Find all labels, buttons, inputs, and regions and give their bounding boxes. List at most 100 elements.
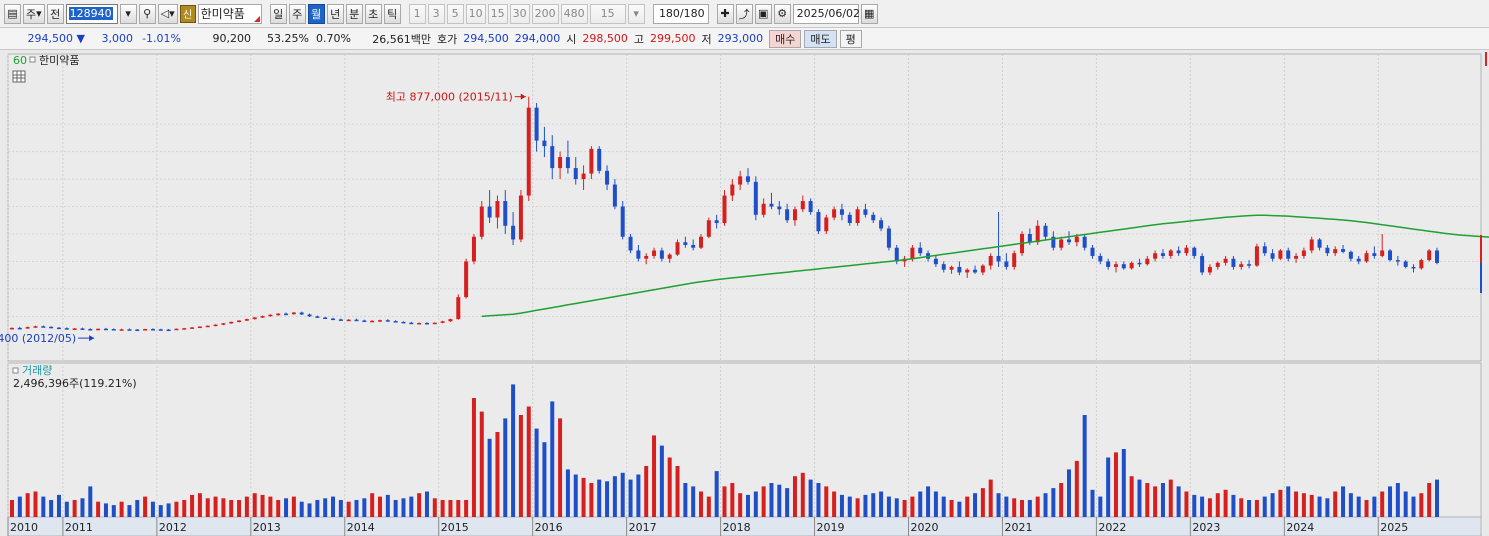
candle-body <box>338 319 343 321</box>
volume-bar <box>362 498 367 517</box>
speaker-icon[interactable]: ◁▾ <box>157 3 178 24</box>
gear-icon[interactable]: ⚙ <box>773 3 791 24</box>
timeframe-day[interactable]: 일 <box>269 3 287 24</box>
x-tick-label: 2021 <box>1004 521 1032 534</box>
volume-bar <box>49 500 54 517</box>
volume-bar <box>88 486 93 517</box>
calendar-icon[interactable]: ▦ <box>860 3 878 24</box>
eval-button[interactable]: 평 <box>839 29 862 48</box>
candle-body <box>699 236 704 248</box>
volume-bar <box>965 496 970 517</box>
volume-bar <box>1145 483 1150 517</box>
save-icon[interactable]: ▣ <box>754 3 772 24</box>
volume-value: 90,200 <box>212 32 252 45</box>
candle-body <box>573 168 578 180</box>
candle-body <box>894 247 899 262</box>
unit-value-field[interactable]: 15 <box>589 3 626 24</box>
candle-body <box>448 319 453 322</box>
volume-bar <box>41 496 46 517</box>
legend-marker <box>29 56 36 63</box>
candle-body <box>10 327 14 330</box>
minute-preset-480[interactable]: 480 <box>560 3 588 24</box>
chart-area[interactable]: 2010 2011 2012 2013 2014 2015 2016 2017 2018 2019… <box>0 50 1489 536</box>
candle-body <box>1427 250 1432 261</box>
candle-body <box>237 320 242 322</box>
timeframe-tick[interactable]: 틱 <box>383 3 401 24</box>
timeframe-year[interactable]: 년 <box>326 3 344 24</box>
volume-bar <box>1160 483 1165 517</box>
minute-preset-10[interactable]: 10 <box>465 3 486 24</box>
volume-bar <box>550 401 555 517</box>
candle-body <box>808 201 813 213</box>
volume-bar <box>988 479 993 517</box>
timeframe-minute[interactable]: 분 <box>345 3 363 24</box>
search-icon[interactable]: ⚲ <box>138 3 156 24</box>
period-type-select[interactable]: 주 ▾ <box>23 3 45 24</box>
minute-preset-1[interactable]: 1 <box>408 3 426 24</box>
chart-svg[interactable]: 2010 2011 2012 2013 2014 2015 2016 2017 2018 2019… <box>0 50 1489 536</box>
candle-body <box>1435 250 1439 263</box>
volume-bar <box>1262 496 1267 517</box>
volume-bar <box>174 501 179 517</box>
volume-bar <box>17 496 22 517</box>
volume-bar <box>370 493 375 517</box>
candle-body <box>487 206 492 218</box>
date-input[interactable]: 2025/06/02 <box>792 3 860 24</box>
volume-bar <box>72 500 77 517</box>
unit-dropdown-icon[interactable]: ▾ <box>627 3 645 24</box>
volume-bar <box>495 432 500 517</box>
candle-body <box>565 157 570 169</box>
volume-bar <box>221 498 226 517</box>
volume-bar <box>1067 469 1072 517</box>
candle-body <box>785 209 790 221</box>
crosshair-icon[interactable]: ✚ <box>716 3 734 24</box>
bar-count-input[interactable]: 180/180 <box>652 3 709 24</box>
timeframe-week[interactable]: 주 <box>288 3 306 24</box>
candle-body <box>1395 260 1400 262</box>
volume-bar <box>1074 460 1079 517</box>
minute-preset-3[interactable]: 3 <box>427 3 445 24</box>
candle-body <box>1168 250 1173 256</box>
candle-body <box>252 317 257 320</box>
volume-bar <box>205 498 210 517</box>
price-panel <box>7 53 1482 362</box>
timeframe-second[interactable]: 초 <box>364 3 382 24</box>
candle-body <box>1411 266 1416 269</box>
sell-button[interactable]: 매도 <box>804 29 837 48</box>
stock-name-field[interactable]: 한미약품 <box>197 3 262 24</box>
code-dropdown-icon[interactable]: ▾ <box>119 3 137 24</box>
volume-bar <box>1106 457 1111 517</box>
candle-body <box>1027 233 1032 243</box>
stock-code-input[interactable]: 128940 <box>65 3 118 24</box>
chart-settings-icon[interactable]: ▤ <box>4 3 21 24</box>
volume-bar <box>1270 493 1275 517</box>
candle-body <box>1137 262 1142 265</box>
minute-preset-15[interactable]: 15 <box>487 3 508 24</box>
candle-body <box>503 201 508 226</box>
candle-body <box>1121 264 1126 269</box>
timeframe-month[interactable]: 월 <box>307 3 325 24</box>
candle-body <box>847 214 852 224</box>
volume-bar <box>1356 496 1361 517</box>
buy-button[interactable]: 매수 <box>769 29 802 48</box>
draw-tool-icon[interactable]: ⤴ <box>735 3 753 24</box>
candle-body <box>307 314 312 317</box>
candle-body <box>244 319 249 321</box>
volume-bar <box>1254 500 1259 517</box>
volume-bar <box>307 503 312 517</box>
minute-preset-5[interactable]: 5 <box>446 3 464 24</box>
minute-preset-200[interactable]: 200 <box>531 3 559 24</box>
volume-bar <box>816 483 821 517</box>
x-tick-label: 2024 <box>1286 521 1314 534</box>
ask-price: 294,500 <box>463 32 509 45</box>
candle-body <box>879 220 884 229</box>
volume-bar <box>706 496 711 517</box>
high-price: 299,500 <box>650 32 696 45</box>
volume-bar <box>448 500 453 517</box>
compare-button[interactable]: 전 <box>46 3 64 24</box>
minute-preset-30[interactable]: 30 <box>509 3 530 24</box>
volume-bar <box>620 472 625 517</box>
candle-body <box>518 195 523 240</box>
volume-bar <box>1035 496 1040 517</box>
x-tick-label: 2025 <box>1380 521 1408 534</box>
